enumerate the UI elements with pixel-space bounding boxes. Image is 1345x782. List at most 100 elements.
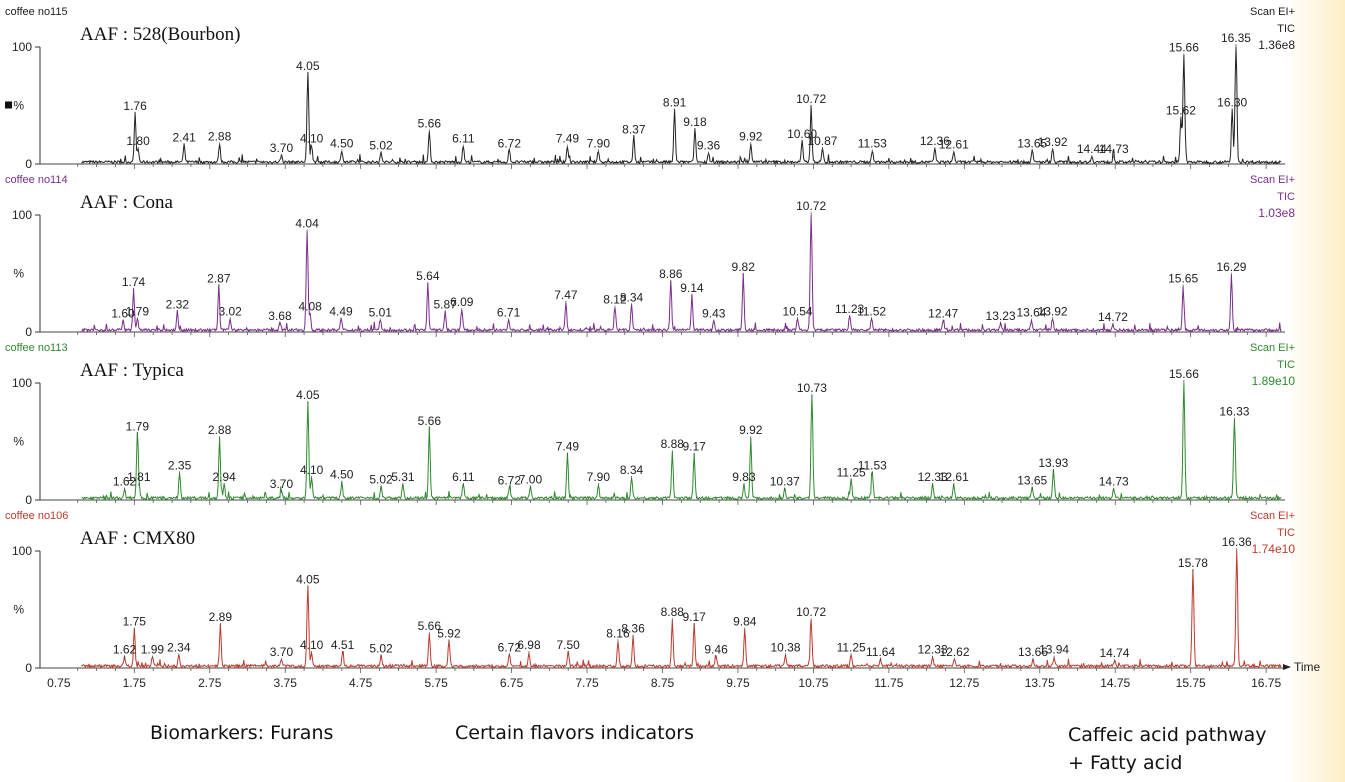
peak-label: 3.02 xyxy=(218,304,242,318)
peak-label: 9.17 xyxy=(683,610,707,624)
peak-label: 2.32 xyxy=(166,297,190,311)
peak-label: 2.89 xyxy=(209,610,233,624)
peak-label: 5.66 xyxy=(418,619,442,633)
peak-label: 10.87 xyxy=(807,134,837,148)
y-tick-label-100: 100 xyxy=(12,376,32,390)
peak-label: 1.60 xyxy=(111,307,135,321)
peak-label: 13.65 xyxy=(1017,136,1047,150)
caption-caffeic-line2: + Fatty acid xyxy=(1068,752,1183,774)
caption-furans: Biomarkers: Furans xyxy=(150,722,334,744)
y-tick-label-0: 0 xyxy=(25,157,32,171)
peak-label: 1.81 xyxy=(127,470,151,484)
peak-label: 10.72 xyxy=(796,199,826,213)
peak-label: 13.92 xyxy=(1038,135,1068,149)
peak-label: 7.47 xyxy=(554,288,578,302)
peak-label: 8.86 xyxy=(659,267,683,281)
scan-label: Scan EI+ xyxy=(1250,174,1295,186)
intensity-label: 1.89e10 xyxy=(1252,374,1296,388)
sample-label: coffee no114 xyxy=(5,174,68,186)
scan-label: Scan EI+ xyxy=(1250,510,1295,522)
peak-label: 16.29 xyxy=(1216,260,1246,274)
peak-label: 5.31 xyxy=(391,470,415,484)
peak-label: 1.75 xyxy=(123,615,147,629)
x-tick-label: 5.75 xyxy=(424,676,448,690)
peak-label: 14.44 xyxy=(1077,142,1107,156)
peak-label: 4.10 xyxy=(300,132,324,146)
peak-label: 2.41 xyxy=(172,130,196,144)
side-glow xyxy=(1285,0,1345,782)
peak-label: 1.62 xyxy=(113,475,137,489)
peak-label: 7.50 xyxy=(557,638,581,652)
x-axis: 0.75 1.75 2.75 3.75 4.75 5.75 6.75 7.75 8.75 9.75… xyxy=(47,660,1320,690)
x-tick-label: 14.75 xyxy=(1100,676,1130,690)
peak-label: 12.33 xyxy=(918,643,948,657)
x-tick-label: 10.75 xyxy=(798,676,828,690)
sample-label: coffee no113 xyxy=(5,342,68,354)
peak-label: 8.88 xyxy=(661,605,685,619)
y-tick-label-0: 0 xyxy=(25,493,32,507)
peak-label: 12.33 xyxy=(918,470,948,484)
peak-label: 8.36 xyxy=(621,622,645,636)
peak-label: 14.73 xyxy=(1099,475,1129,489)
peak-label: 16.36 xyxy=(1222,535,1252,549)
x-tick-label: 6.75 xyxy=(500,676,524,690)
peak-label: 5.87 xyxy=(434,297,458,311)
peak-label: 5.66 xyxy=(418,414,442,428)
peak-label: 11.64 xyxy=(866,645,895,659)
detector-label: TIC xyxy=(1277,359,1295,371)
peak-label: 7.90 xyxy=(587,136,611,150)
y-axis-label: % xyxy=(13,267,24,281)
x-tick-label: 4.75 xyxy=(349,676,373,690)
peak-label: 1.76 xyxy=(123,99,147,113)
peak-label: 8.34 xyxy=(620,463,644,477)
peak-label: 3.70 xyxy=(270,645,294,659)
peak-label: 11.52 xyxy=(857,304,886,318)
peak-label: 12.36 xyxy=(920,134,950,148)
x-tick-label: 0.75 xyxy=(47,676,71,690)
x-axis-label: Time xyxy=(1294,660,1321,674)
peak-label: 5.64 xyxy=(416,269,440,283)
peak-label: 11.23 xyxy=(835,302,864,316)
peak-label: 15.65 xyxy=(1168,272,1198,286)
peak-label: 13.92 xyxy=(1038,304,1068,318)
peak-label: 13.65 xyxy=(1017,473,1047,487)
peak-label: 2.94 xyxy=(212,470,236,484)
peak-label: 10.60 xyxy=(787,127,817,141)
peak-label: 4.05 xyxy=(296,572,320,586)
x-tick-label: 1.75 xyxy=(123,676,147,690)
x-tick-label: 9.75 xyxy=(726,676,750,690)
peak-label: 4.05 xyxy=(296,388,320,402)
peak-label: 9.43 xyxy=(702,307,726,321)
marker-square xyxy=(5,101,12,109)
peak-label: 5.02 xyxy=(369,641,393,655)
caption-flavors: Certain flavors indicators xyxy=(455,722,694,744)
peak-label: 4.10 xyxy=(300,463,324,477)
peak-label: 1.62 xyxy=(113,643,137,657)
peak-label: 2.35 xyxy=(168,458,192,472)
peak-label: 5.66 xyxy=(418,116,442,130)
y-tick-label-0: 0 xyxy=(25,661,32,675)
x-tick-label: 3.75 xyxy=(274,676,298,690)
peak-label: 16.35 xyxy=(1221,31,1251,45)
peak-label: 1.79 xyxy=(126,304,150,318)
peak-label: 15.78 xyxy=(1178,556,1208,570)
peak-label: 8.12 xyxy=(603,293,627,307)
peak-label: 8.37 xyxy=(622,122,646,136)
y-axis-label: % xyxy=(13,99,24,113)
peak-label: 10.72 xyxy=(796,92,826,106)
sample-label: coffee no106 xyxy=(5,510,68,522)
peak-label: 11.25 xyxy=(837,465,866,479)
peak-label: 14.72 xyxy=(1098,310,1128,324)
x-tick-label: 7.75 xyxy=(575,676,599,690)
peak-label: 6.11 xyxy=(452,470,475,484)
x-tick-label: 2.75 xyxy=(198,676,222,690)
peak-label: 15.62 xyxy=(1166,104,1196,118)
peak-label: 1.74 xyxy=(122,275,146,289)
peak-label: 14.74 xyxy=(1099,646,1129,660)
peak-label: 5.01 xyxy=(369,305,393,319)
peak-label: 16.30 xyxy=(1217,95,1247,109)
peak-label: 4.51 xyxy=(331,638,355,652)
peak-label: 2.88 xyxy=(208,423,232,437)
peak-label: 13.93 xyxy=(1038,456,1068,470)
detector-label: TIC xyxy=(1277,191,1295,203)
